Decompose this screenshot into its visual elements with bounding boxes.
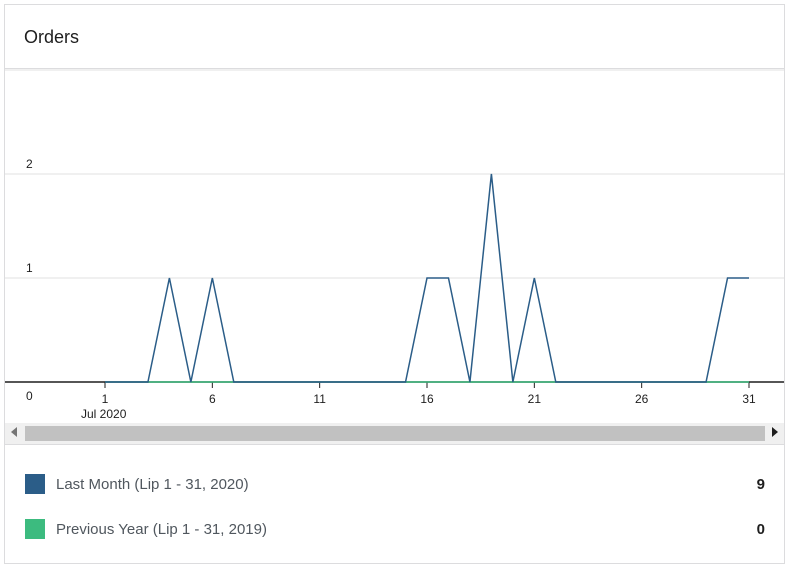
- scroll-right-icon[interactable]: [772, 427, 778, 437]
- x-tick-label: 26: [635, 392, 649, 406]
- x-tick-label: 6: [209, 392, 216, 406]
- legend-label: Last Month (Lip 1 - 31, 2020): [56, 476, 249, 493]
- x-tick-label: 31: [742, 392, 756, 406]
- x-tick-label: 1: [102, 392, 109, 406]
- x-month-label: Jul 2020: [81, 407, 127, 421]
- scroll-thumb[interactable]: [25, 426, 765, 441]
- scroll-left-icon[interactable]: [11, 427, 17, 437]
- y-tick-label: 0: [26, 389, 33, 403]
- y-tick-label: 2: [26, 157, 33, 171]
- legend-item-last-month[interactable]: Last Month (Lip 1 - 31, 2020) 9: [25, 474, 765, 496]
- card-header: Orders: [5, 5, 784, 69]
- x-tick-label: 16: [420, 392, 434, 406]
- chart-scrollbar[interactable]: [5, 423, 784, 445]
- series-line-last-month: [105, 173, 749, 383]
- legend-swatch-previous-year[interactable]: [25, 519, 45, 539]
- x-tick-label: 21: [528, 392, 542, 406]
- legend-swatch-last-month[interactable]: [25, 474, 45, 494]
- orders-card: Orders 0123161116212631Jul 2020 Last Mon…: [4, 4, 785, 564]
- y-tick-label: 1: [26, 261, 33, 275]
- chart-svg: 0123161116212631Jul 2020: [5, 69, 784, 421]
- legend-total: 0: [756, 521, 765, 538]
- legend-label: Previous Year (Lip 1 - 31, 2019): [56, 521, 267, 538]
- orders-chart: 0123161116212631Jul 2020: [5, 69, 784, 421]
- legend-total: 9: [756, 476, 765, 493]
- x-tick-label: 11: [313, 392, 326, 406]
- card-title: Orders: [24, 27, 80, 47]
- legend-item-previous-year[interactable]: Previous Year (Lip 1 - 31, 2019) 0: [25, 519, 765, 541]
